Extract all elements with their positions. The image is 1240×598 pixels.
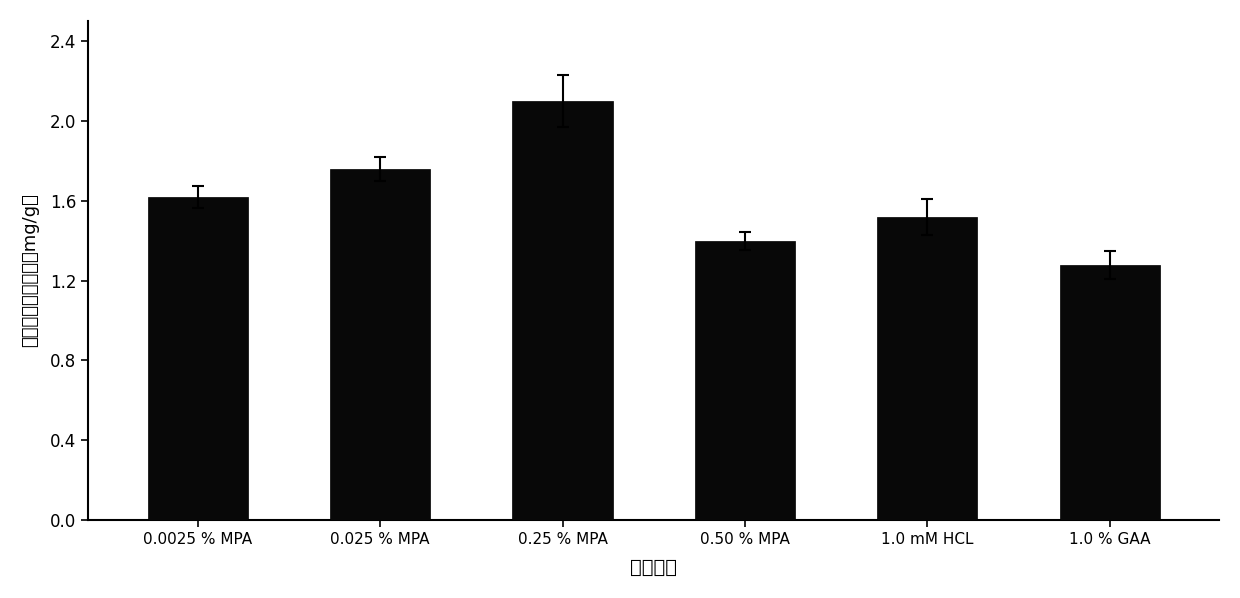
Y-axis label: 抗崩血酸的提取率（mg/g）: 抗崩血酸的提取率（mg/g） [21, 194, 38, 347]
Bar [877, 216, 977, 520]
Bar [512, 100, 613, 520]
X-axis label: 提取溶剂: 提取溶剂 [630, 558, 677, 577]
Bar [330, 169, 430, 520]
Bar [694, 240, 795, 520]
Bar [148, 197, 248, 520]
Bar [1059, 264, 1159, 520]
